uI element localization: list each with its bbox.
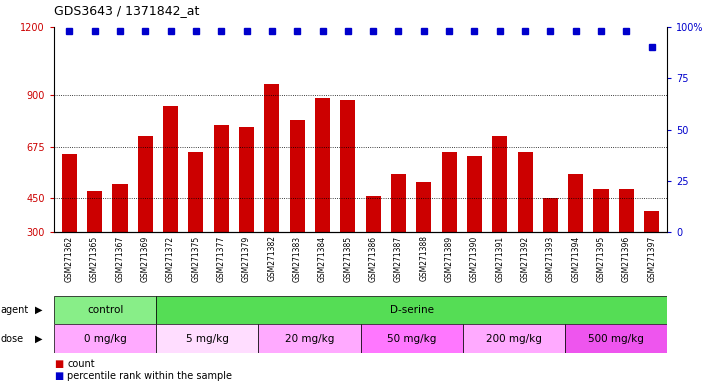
Text: count: count [67,359,94,369]
Text: 20 mg/kg: 20 mg/kg [285,334,334,344]
Text: percentile rank within the sample: percentile rank within the sample [67,371,232,381]
Text: GSM271379: GSM271379 [242,235,251,282]
Text: 0 mg/kg: 0 mg/kg [84,334,126,344]
Bar [360,324,463,353]
Text: GSM271396: GSM271396 [622,235,631,282]
Text: dose: dose [1,334,24,344]
Text: GSM271386: GSM271386 [368,235,378,281]
Bar [62,154,77,232]
Bar [265,84,280,232]
Text: GSM271387: GSM271387 [394,235,403,281]
Text: GSM271392: GSM271392 [521,235,530,281]
Bar [112,184,128,232]
Bar [87,191,102,232]
Text: GSM271383: GSM271383 [293,235,301,281]
Text: GSM271394: GSM271394 [571,235,580,282]
Text: control: control [87,305,123,315]
Text: GSM271377: GSM271377 [217,235,226,282]
Bar [290,121,305,232]
Bar [54,324,156,353]
Bar [492,136,508,232]
Text: GSM271389: GSM271389 [445,235,454,281]
Text: GSM271365: GSM271365 [90,235,99,282]
Bar [416,182,431,232]
Text: D-serine: D-serine [389,305,433,315]
Text: GSM271382: GSM271382 [267,235,276,281]
Bar [239,127,254,232]
Text: 200 mg/kg: 200 mg/kg [486,334,541,344]
Bar [188,152,203,232]
Text: ▶: ▶ [35,334,42,344]
Text: ■: ■ [54,371,63,381]
Text: GSM271391: GSM271391 [495,235,504,281]
Bar [366,196,381,232]
Text: 50 mg/kg: 50 mg/kg [387,334,436,344]
Bar [138,136,153,232]
Text: GSM271375: GSM271375 [191,235,200,282]
Text: GSM271390: GSM271390 [470,235,479,282]
Text: GSM271384: GSM271384 [318,235,327,281]
Text: 5 mg/kg: 5 mg/kg [186,334,229,344]
Text: GSM271367: GSM271367 [115,235,125,282]
Text: 500 mg/kg: 500 mg/kg [588,334,644,344]
Bar [441,152,456,232]
Bar [213,125,229,232]
Bar [644,211,659,232]
Bar [156,296,667,324]
Bar [568,174,583,232]
Text: GSM271369: GSM271369 [141,235,150,282]
Bar [518,152,533,232]
Bar [391,174,406,232]
Bar [543,198,558,232]
Text: GSM271393: GSM271393 [546,235,555,282]
Bar [463,324,565,353]
Bar [156,324,258,353]
Text: GSM271372: GSM271372 [166,235,175,281]
Text: GSM271397: GSM271397 [647,235,656,282]
Bar [565,324,667,353]
Bar [619,189,634,232]
Bar [163,106,178,232]
Bar [258,324,360,353]
Text: GDS3643 / 1371842_at: GDS3643 / 1371842_at [54,4,200,17]
Bar [340,100,355,232]
Bar [467,156,482,232]
Bar [315,98,330,232]
Text: GSM271395: GSM271395 [596,235,606,282]
Bar [54,296,156,324]
Text: GSM271362: GSM271362 [65,235,74,281]
Text: ▶: ▶ [35,305,42,315]
Text: agent: agent [1,305,29,315]
Text: GSM271388: GSM271388 [420,235,428,281]
Bar [593,189,609,232]
Text: GSM271385: GSM271385 [343,235,353,281]
Text: ■: ■ [54,359,63,369]
